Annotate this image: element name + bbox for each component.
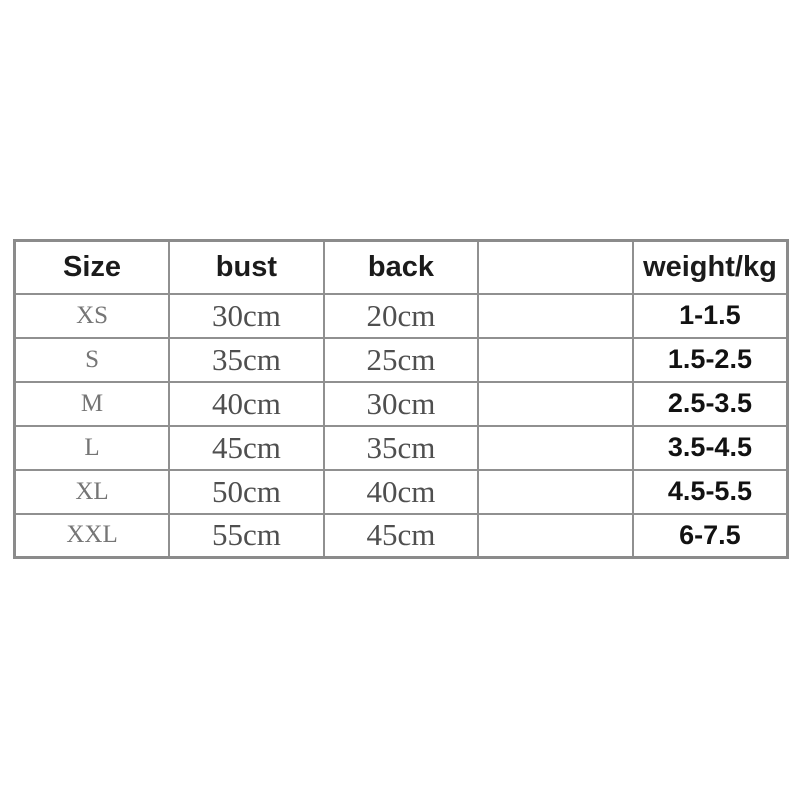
header-extra: [477, 239, 634, 295]
weight-cell: 3.5-4.5: [631, 424, 789, 471]
table-row: S 35cm 25cm 1.5-2.5: [13, 336, 789, 383]
weight-cell: 2.5-3.5: [631, 380, 789, 427]
bust-cell: 55cm: [168, 512, 325, 559]
size-cell: XXL: [13, 512, 171, 559]
size-cell: XS: [13, 292, 171, 339]
size-cell: L: [13, 424, 171, 471]
header-bust: bust: [168, 239, 325, 295]
bust-cell: 45cm: [168, 424, 325, 471]
weight-cell: 6-7.5: [631, 512, 789, 559]
size-chart-body: XS 30cm 20cm 1-1.5 S 35cm 25cm 1.5-2.5 M 40cm 30cm…: [13, 292, 789, 559]
header-row: Size bust back weight/kg: [13, 239, 789, 295]
bust-cell: 30cm: [168, 292, 325, 339]
back-cell: 45cm: [322, 512, 480, 559]
table-row: M 40cm 30cm 2.5-3.5: [13, 380, 789, 427]
size-cell: S: [13, 336, 171, 383]
size-chart-table: Size bust back weight/kg XS 30cm 20cm 1-1.5…: [13, 239, 789, 559]
back-cell: 20cm: [322, 292, 480, 339]
extra-cell: [477, 424, 634, 471]
bust-cell: 40cm: [168, 380, 325, 427]
header-back: back: [322, 239, 480, 295]
back-cell: 40cm: [322, 468, 480, 515]
extra-cell: [477, 468, 634, 515]
size-chart-container: Size bust back weight/kg XS 30cm 20cm 1-1.5…: [13, 239, 789, 559]
extra-cell: [477, 512, 634, 559]
back-cell: 25cm: [322, 336, 480, 383]
table-row: XL 50cm 40cm 4.5-5.5: [13, 468, 789, 515]
weight-cell: 1.5-2.5: [631, 336, 789, 383]
weight-cell: 4.5-5.5: [631, 468, 789, 515]
extra-cell: [477, 292, 634, 339]
bust-cell: 35cm: [168, 336, 325, 383]
table-row: L 45cm 35cm 3.5-4.5: [13, 424, 789, 471]
size-cell: M: [13, 380, 171, 427]
back-cell: 35cm: [322, 424, 480, 471]
header-size: Size: [13, 239, 171, 295]
header-weight: weight/kg: [631, 239, 789, 295]
size-cell: XL: [13, 468, 171, 515]
weight-cell: 1-1.5: [631, 292, 789, 339]
extra-cell: [477, 380, 634, 427]
table-row: XS 30cm 20cm 1-1.5: [13, 292, 789, 339]
extra-cell: [477, 336, 634, 383]
back-cell: 30cm: [322, 380, 480, 427]
table-row: XXL 55cm 45cm 6-7.5: [13, 512, 789, 559]
bust-cell: 50cm: [168, 468, 325, 515]
